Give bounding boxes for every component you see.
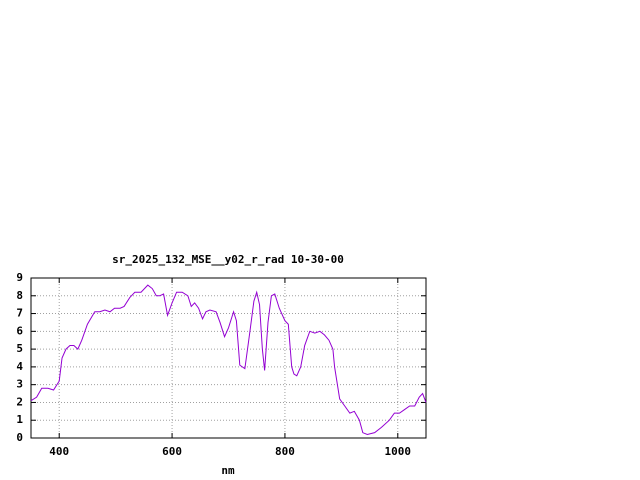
chart-title: sr_2025_132_MSE__y02_r_rad 10-30-00 <box>112 253 344 266</box>
y-tick-label: 7 <box>16 307 23 320</box>
x-tick-label: 800 <box>275 445 295 458</box>
y-tick-label: 5 <box>16 342 23 355</box>
y-tick-label: 8 <box>16 289 23 302</box>
x-tick-label: 1000 <box>385 445 412 458</box>
y-tick-label: 4 <box>16 360 23 373</box>
y-tick-label: 6 <box>16 324 23 337</box>
y-tick-label: 0 <box>16 431 23 444</box>
x-tick-label: 600 <box>162 445 182 458</box>
data-line <box>30 284 427 435</box>
x-axis-label: nm <box>221 464 235 477</box>
y-tick-label: 3 <box>16 378 23 391</box>
y-tick-label: 2 <box>16 395 23 408</box>
x-tick-label: 400 <box>49 445 69 458</box>
y-tick-label: 9 <box>16 271 23 284</box>
y-tick-label: 1 <box>16 413 23 426</box>
plot-frame <box>30 277 427 439</box>
